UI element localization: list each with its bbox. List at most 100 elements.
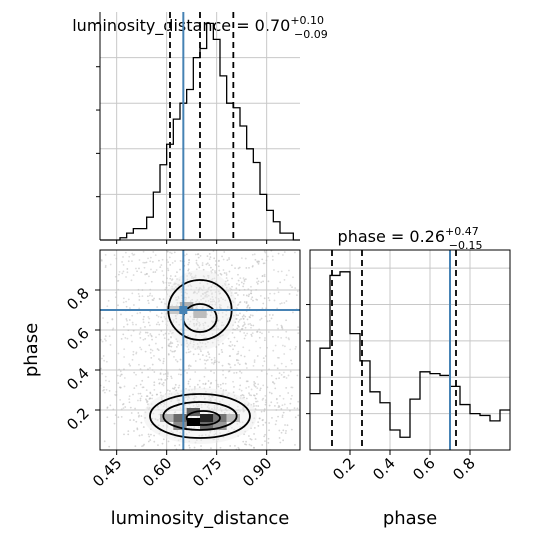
sample-point <box>201 354 204 356</box>
sample-point <box>166 277 168 280</box>
sample-point <box>141 289 144 291</box>
sample-point <box>258 328 261 331</box>
sample-point <box>283 302 286 304</box>
sample-point <box>279 441 282 444</box>
sample-point <box>106 416 109 419</box>
sample-point <box>253 405 255 407</box>
sample-point <box>185 253 188 256</box>
sample-point <box>127 433 130 436</box>
sample-point <box>128 401 131 404</box>
joint-y-axis-label: phase <box>21 323 42 377</box>
sample-point <box>261 307 264 310</box>
sample-point <box>102 389 104 392</box>
sample-point <box>217 383 219 386</box>
sample-point <box>285 319 288 322</box>
sample-point <box>178 444 181 446</box>
sample-point <box>175 345 178 348</box>
sample-point <box>276 401 279 404</box>
sample-point <box>253 384 256 387</box>
sample-point <box>234 292 237 295</box>
sample-point <box>153 440 156 443</box>
sample-point <box>176 360 179 363</box>
sample-point <box>277 270 280 273</box>
sample-point <box>233 344 236 347</box>
sample-point <box>301 437 303 439</box>
sample-point <box>97 451 99 453</box>
sample-point <box>277 291 280 294</box>
sample-point <box>121 272 124 275</box>
sample-point <box>201 264 204 267</box>
sample-point <box>250 453 252 455</box>
sample-point <box>263 339 266 342</box>
sample-point <box>142 250 145 253</box>
sample-point <box>218 361 220 364</box>
sample-point <box>287 392 290 394</box>
sample-point <box>264 394 267 397</box>
sample-point <box>188 258 191 261</box>
joint-y-tick-label: 0.6 <box>63 324 93 354</box>
sample-point <box>285 274 288 277</box>
sample-point <box>224 382 227 385</box>
sample-point <box>270 374 273 377</box>
sample-point <box>122 301 125 304</box>
sample-point <box>104 338 106 340</box>
sample-point <box>272 349 275 352</box>
sample-point <box>170 377 173 380</box>
sample-point <box>126 271 129 274</box>
sample-point <box>271 416 273 419</box>
sample-point <box>150 280 153 283</box>
sample-point <box>177 344 179 346</box>
sample-point <box>225 272 228 275</box>
sample-point <box>248 435 250 437</box>
sample-point <box>212 250 215 252</box>
sample-point <box>234 328 236 331</box>
sample-point <box>263 273 266 276</box>
sample-point <box>264 433 266 436</box>
sample-point <box>151 295 154 297</box>
sample-point <box>133 387 136 389</box>
sample-point <box>96 406 98 408</box>
sample-point <box>267 437 270 440</box>
sample-point <box>264 399 267 402</box>
sample-point <box>236 327 239 330</box>
sample-point <box>130 454 132 456</box>
sample-point <box>166 373 169 375</box>
sample-point <box>238 289 241 292</box>
sample-point <box>114 414 117 417</box>
sample-point <box>166 389 169 392</box>
sample-point <box>185 351 188 354</box>
sample-point <box>138 299 141 301</box>
sample-point <box>171 342 174 345</box>
sample-point <box>286 407 289 409</box>
sample-point <box>229 355 232 357</box>
sample-point <box>250 298 253 301</box>
sample-point <box>143 365 146 367</box>
sample-point <box>265 307 268 310</box>
sample-point <box>260 410 263 413</box>
sample-point <box>225 277 228 279</box>
sample-point <box>138 333 141 335</box>
sample-point <box>256 330 259 333</box>
sample-point <box>231 344 234 346</box>
sample-point <box>176 271 178 274</box>
sample-point <box>259 387 262 390</box>
sample-point <box>120 337 123 340</box>
sample-point <box>188 367 190 370</box>
sample-point <box>130 412 133 414</box>
sample-point <box>135 323 137 326</box>
sample-point <box>139 311 142 314</box>
sample-point <box>151 338 153 341</box>
sample-point <box>280 336 283 339</box>
sample-point <box>116 374 119 377</box>
density-cell <box>186 418 200 426</box>
sample-point <box>188 364 191 367</box>
sample-point <box>244 326 247 329</box>
sample-point <box>235 371 238 374</box>
sample-point <box>147 440 150 443</box>
sample-point <box>205 359 208 362</box>
sample-point <box>133 430 135 432</box>
sample-point <box>263 297 266 300</box>
sample-point <box>154 271 157 273</box>
sample-point <box>282 371 285 374</box>
